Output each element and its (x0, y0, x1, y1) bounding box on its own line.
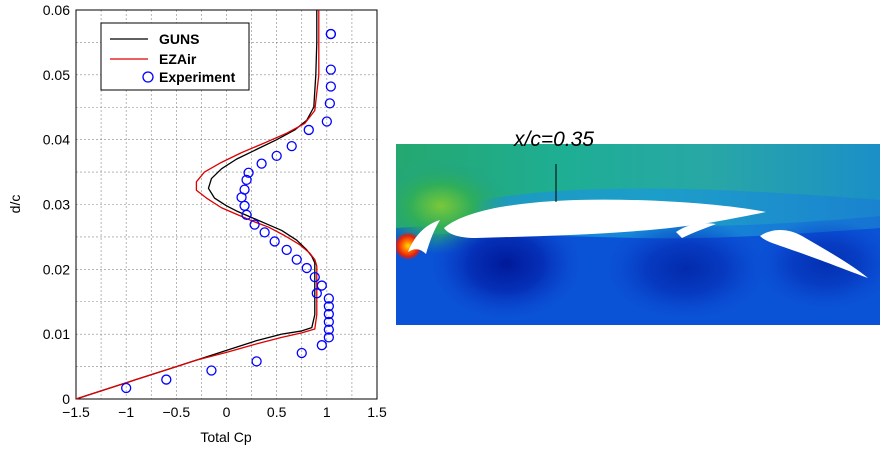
data-point-experiment (323, 293, 334, 304)
data-point-experiment (259, 227, 270, 238)
data-point-experiment (121, 382, 132, 394)
x-tick-label: 1.5 (367, 404, 387, 420)
data-point-experiment (206, 365, 217, 376)
plot-frame (75, 9, 378, 400)
data-point-experiment (323, 332, 334, 343)
x-axis-ticks: −1.5 −1 −0.5 0 0.5 1 1.5 (62, 404, 387, 420)
x-tick-label: −0.5 (163, 404, 191, 420)
y-tick-label: 0.02 (43, 261, 70, 277)
data-point-experiment (316, 340, 327, 351)
x-tick-label: 0.5 (267, 404, 287, 420)
y-tick-label: 0.01 (43, 326, 70, 342)
y-axis-ticks: 0 0.01 0.02 0.03 0.04 0.05 0.06 (43, 2, 70, 407)
data-point-experiment (301, 262, 312, 274)
cp-profile-chart: −1.5 −1 −0.5 0 0.5 1 1.5 0 0.01 0.02 0.03 0.04 0.05… (7, 2, 387, 445)
y-tick-label: 0 (62, 391, 70, 407)
series-layer (75, 10, 337, 400)
chart-legend: GUNS EZAir Experiment (100, 22, 250, 91)
legend-label-guns: GUNS (159, 31, 199, 47)
series-line-ezair (75, 10, 320, 400)
data-point-experiment (249, 219, 260, 230)
data-point-experiment (286, 140, 297, 152)
data-point-experiment (296, 347, 307, 359)
data-point-experiment (256, 158, 267, 169)
contour-low-region-2 (606, 219, 766, 319)
y-tick-label: 0.03 (43, 197, 70, 213)
y-tick-label: 0.06 (43, 2, 70, 18)
data-point-experiment (323, 301, 334, 312)
y-tick-label: 0.05 (43, 67, 70, 83)
y-tick-label: 0.04 (43, 132, 70, 148)
series-line-guns (75, 10, 318, 400)
data-point-experiment (309, 271, 320, 283)
y-axis-label: d/c (7, 195, 23, 214)
data-point-experiment (291, 254, 302, 265)
data-point-experiment (161, 374, 172, 385)
data-point-experiment (251, 356, 262, 367)
legend-label-experiment: Experiment (159, 69, 236, 85)
x-tick-label: −1.5 (62, 404, 90, 420)
data-point-experiment (321, 116, 332, 127)
data-point-experiment (323, 316, 334, 328)
x-axis-label: Total Cp (200, 429, 252, 445)
x-tick-label: −1 (118, 404, 134, 420)
x-tick-label: 0 (223, 404, 231, 420)
airfoil-contour-plot (396, 144, 880, 325)
data-point-experiment (323, 324, 334, 335)
data-point-experiment (271, 150, 282, 162)
x-tick-label: 1 (323, 404, 331, 420)
legend-swatch-experiment (142, 71, 154, 83)
flap-element (760, 230, 868, 278)
data-point-experiment (325, 81, 337, 92)
data-point-experiment (239, 200, 250, 211)
data-point-experiment (311, 288, 322, 299)
data-point-experiment (269, 236, 280, 247)
data-point-experiment (325, 28, 337, 40)
flap-vane (676, 223, 716, 238)
data-point-experiment (241, 174, 252, 186)
data-point-experiment (325, 64, 337, 75)
data-point-experiment (324, 98, 335, 109)
data-point-experiment (316, 280, 327, 291)
data-point-experiment (281, 244, 292, 256)
data-point-experiment (243, 167, 254, 178)
legend-box (100, 22, 250, 91)
data-point-experiment (239, 184, 250, 195)
station-annotation: x/c=0.35 (514, 128, 594, 151)
data-point-experiment (323, 308, 334, 320)
main-element (444, 199, 766, 238)
slat-element (408, 220, 440, 254)
data-point-experiment (303, 124, 314, 136)
legend-label-ezair: EZAir (159, 51, 197, 67)
